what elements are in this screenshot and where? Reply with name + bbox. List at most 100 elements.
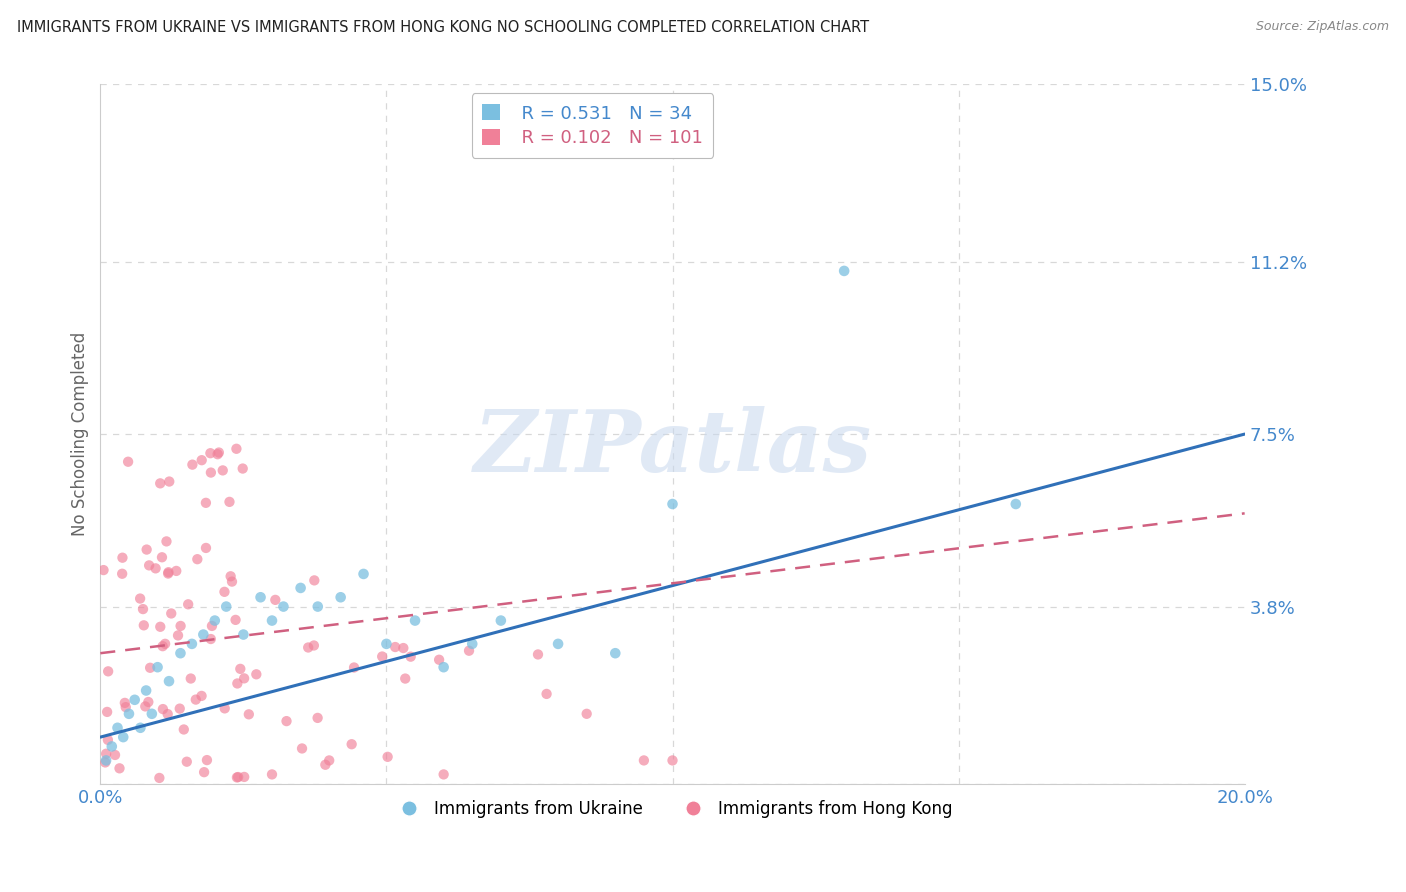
Point — [149, 476, 172, 491]
Point — [225, 442, 247, 456]
Point — [167, 628, 190, 642]
Point — [94, 756, 117, 770]
Point — [169, 701, 191, 715]
Point — [104, 747, 127, 762]
Point — [114, 696, 136, 710]
Point — [186, 552, 208, 566]
Point — [394, 672, 416, 686]
Point — [200, 466, 222, 480]
Point — [547, 637, 569, 651]
Point — [157, 566, 180, 581]
Point — [832, 264, 855, 278]
Point — [97, 665, 120, 679]
Point — [150, 550, 173, 565]
Point — [297, 640, 319, 655]
Point — [575, 706, 598, 721]
Point — [245, 667, 267, 681]
Point — [340, 737, 363, 751]
Point — [138, 695, 160, 709]
Point — [129, 721, 152, 735]
Point — [218, 495, 240, 509]
Point — [427, 653, 450, 667]
Point — [302, 639, 325, 653]
Point — [260, 614, 283, 628]
Point — [304, 574, 326, 588]
Point — [153, 637, 176, 651]
Point — [375, 637, 398, 651]
Point — [141, 706, 163, 721]
Point — [238, 707, 260, 722]
Point — [1004, 497, 1026, 511]
Point — [214, 584, 236, 599]
Point — [160, 607, 183, 621]
Y-axis label: No Schooling Completed: No Schooling Completed — [72, 332, 89, 536]
Point — [101, 739, 124, 754]
Point — [138, 558, 160, 573]
Point — [177, 597, 200, 611]
Point — [226, 770, 249, 784]
Point — [108, 761, 131, 775]
Point — [193, 627, 215, 641]
Point — [157, 565, 180, 579]
Text: Source: ZipAtlas.com: Source: ZipAtlas.com — [1256, 20, 1389, 33]
Point — [233, 770, 256, 784]
Point — [132, 602, 155, 616]
Point — [114, 700, 136, 714]
Point — [155, 534, 177, 549]
Point — [134, 699, 156, 714]
Point — [93, 563, 115, 577]
Point — [377, 749, 399, 764]
Point — [149, 620, 172, 634]
Point — [273, 599, 295, 614]
Point — [190, 689, 212, 703]
Point — [169, 646, 191, 660]
Point — [145, 561, 167, 575]
Point — [208, 445, 231, 459]
Point — [94, 747, 117, 761]
Text: IMMIGRANTS FROM UKRAINE VS IMMIGRANTS FROM HONG KONG NO SCHOOLING COMPLETED CORR: IMMIGRANTS FROM UKRAINE VS IMMIGRANTS FR… — [17, 20, 869, 35]
Point — [219, 569, 242, 583]
Point — [343, 660, 366, 674]
Point — [173, 723, 195, 737]
Point — [97, 732, 120, 747]
Point — [96, 705, 118, 719]
Point — [661, 497, 683, 511]
Point — [353, 566, 375, 581]
Point — [157, 475, 180, 489]
Text: ZIPatlas: ZIPatlas — [474, 407, 872, 490]
Point — [176, 755, 198, 769]
Point — [225, 613, 247, 627]
Point — [139, 661, 162, 675]
Point — [111, 550, 134, 565]
Point — [215, 599, 238, 614]
Point — [195, 541, 218, 555]
Point — [260, 767, 283, 781]
Point — [211, 463, 233, 477]
Point — [118, 706, 141, 721]
Point — [112, 730, 135, 744]
Point — [146, 660, 169, 674]
Point — [232, 461, 254, 475]
Point — [181, 458, 204, 472]
Point — [291, 741, 314, 756]
Point — [107, 721, 129, 735]
Point — [152, 639, 174, 653]
Point — [307, 599, 329, 614]
Point — [536, 687, 558, 701]
Point — [307, 711, 329, 725]
Point — [204, 614, 226, 628]
Point — [152, 702, 174, 716]
Point — [180, 672, 202, 686]
Point — [489, 614, 512, 628]
Point — [392, 641, 415, 656]
Point — [232, 627, 254, 641]
Point — [661, 753, 683, 767]
Point — [633, 753, 655, 767]
Point — [135, 683, 157, 698]
Point — [433, 767, 456, 781]
Point — [200, 446, 222, 460]
Point — [233, 671, 256, 685]
Point — [264, 593, 287, 607]
Point — [129, 591, 152, 606]
Point — [94, 753, 117, 767]
